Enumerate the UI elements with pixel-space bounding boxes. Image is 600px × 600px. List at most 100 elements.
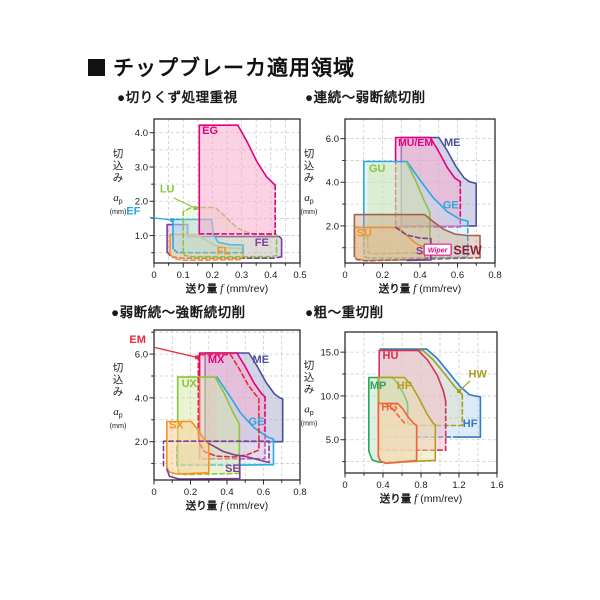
y-axis-label-char: み	[304, 172, 315, 184]
label-GU: GU	[369, 163, 386, 175]
y-tick-label: 5.0	[326, 435, 339, 446]
y-axis-label-unit: (mm)	[301, 419, 318, 428]
region-border-GU	[406, 161, 431, 238]
page-title: チップブレーカ適用領域	[113, 57, 355, 80]
region-HG	[378, 403, 417, 464]
x-axis-label: 送り量 f (mm/rev)	[185, 282, 269, 295]
y-axis-label-var: ap	[304, 404, 314, 418]
chart-continuous-cutting: 0 0.2 0.4 0.6 0.8 2.0 4.0 6.0 送り量 f (mm/rev) 切込みa…	[301, 118, 502, 295]
y-tick-label: 1.0	[135, 231, 148, 242]
region-GE	[176, 377, 274, 466]
x-tick-label: 0.8	[488, 270, 501, 281]
leader-line	[154, 346, 198, 358]
region-border-SEW	[353, 213, 481, 259]
chart-chip-control: 0 0.1 0.2 0.3 0.4 0.5 1.0 2.0 3.0 4.0 送り量 f (mm/re…	[110, 118, 307, 295]
region-border-MP	[368, 450, 380, 464]
x-tick-label: 0.2	[376, 270, 389, 281]
label-GE: GE	[249, 416, 265, 428]
x-tick-label: 0.4	[376, 480, 389, 491]
label-MP: MP	[370, 380, 387, 392]
x-tick-label: 0.4	[264, 270, 277, 281]
label-Wiper: Wiper	[428, 248, 449, 255]
wiper-badge	[423, 243, 452, 256]
region-border-SE	[394, 226, 432, 240]
y-axis-label-char: み	[113, 386, 124, 398]
y-tick-label: 4.0	[135, 393, 148, 404]
label-MX: MX	[208, 354, 225, 366]
chart-heading-heavy-cutting: ●粗〜重切削	[305, 305, 384, 320]
y-axis-label-char: み	[113, 172, 124, 184]
y-axis-label-char: 切	[304, 148, 315, 160]
region-border-EG	[198, 184, 276, 235]
region-border-MU-EM	[394, 136, 462, 183]
y-tick-label: 4.0	[135, 128, 148, 139]
y-axis-label-char: 込	[113, 160, 124, 172]
region-border-HF	[379, 348, 482, 438]
y-tick-label: 6.0	[326, 134, 339, 145]
region-border-MX	[198, 396, 266, 460]
y-axis-label-var: ap	[113, 192, 123, 206]
label-SE: SE	[225, 463, 240, 475]
page-title-block: チップブレーカ適用領域	[88, 52, 355, 82]
chart-heading-continuous-cutting: ●連続〜弱断続切削	[305, 90, 426, 105]
leader-line	[149, 216, 173, 221]
chart-heavy-cutting: 0 0.4 0.8 1.2 1.6 5.0 10.0 15.0 送り量 f (mm/rev) 切込…	[301, 331, 504, 505]
x-tick-label: 0.8	[293, 487, 306, 498]
y-axis-label-unit: (mm)	[110, 207, 127, 216]
region-border-UX	[176, 376, 241, 475]
y-tick-label: 3.0	[135, 162, 148, 173]
region-border-SE	[162, 440, 270, 467]
y-axis-label-char: 込	[113, 374, 124, 386]
y-tick-label: 10.0	[321, 391, 340, 402]
leader-line	[173, 197, 196, 209]
x-tick-label: 0.8	[414, 480, 427, 491]
label-ME: ME	[444, 137, 461, 149]
label-EF: EF	[126, 205, 140, 217]
label-GE: GE	[443, 199, 459, 211]
x-tick-label: 0.1	[177, 270, 190, 281]
y-axis-label-unit: (mm)	[110, 421, 127, 430]
label-MU-EM: MU/EM	[398, 137, 433, 149]
region-border-FL	[169, 252, 244, 262]
x-tick-label: 0.6	[451, 270, 464, 281]
x-tick-label: 0.2	[184, 487, 197, 498]
label-LU: LU	[160, 183, 175, 195]
region-border-HU	[378, 349, 447, 450]
chart-heading-interrupted-cutting: ●弱断続〜強断続切削	[111, 305, 246, 320]
label-UX: UX	[182, 378, 198, 390]
x-tick-label: 0	[151, 487, 156, 498]
y-axis-label-var: ap	[304, 192, 314, 206]
region-border-HG	[385, 403, 408, 426]
y-axis-label-var: ap	[113, 406, 123, 420]
y-axis-label-char: 切	[113, 362, 124, 374]
region-border-EG	[198, 124, 276, 235]
y-axis-label-char: 切	[113, 148, 124, 160]
title-square-icon	[88, 58, 105, 76]
x-tick-label: 0	[342, 270, 347, 281]
label-ME: ME	[253, 354, 269, 366]
x-axis-label: 送り量 f (mm/rev)	[185, 499, 269, 512]
region-MU-EM	[395, 137, 461, 227]
region-EG	[199, 125, 276, 234]
x-tick-label: 0.4	[220, 487, 233, 498]
y-tick-label: 6.0	[135, 349, 148, 360]
x-tick-label: 0.6	[257, 487, 270, 498]
region-border-EF	[172, 247, 244, 254]
y-axis-label-char: 込	[304, 160, 315, 172]
x-tick-label: 0	[151, 270, 156, 281]
y-tick-label: 2.0	[135, 197, 148, 208]
y-tick-label: 4.0	[326, 178, 339, 189]
chart-interrupted-cutting: 0 0.2 0.4 0.6 0.8 2.0 4.0 6.0 送り量 f (mm/rev) 切込みa…	[110, 329, 307, 512]
x-tick-label: 1.6	[490, 480, 503, 491]
region-border-MX	[198, 352, 266, 460]
y-tick-label: 2.0	[326, 221, 339, 232]
x-tick-label: 0	[342, 480, 347, 491]
x-axis-label: 送り量 f (mm/rev)	[379, 492, 463, 505]
chart-heading-chip-control: ●切りくず処理重視	[117, 90, 238, 105]
leader-marker	[170, 218, 175, 223]
region-border-MU-EM	[394, 160, 462, 228]
region-border-SE	[208, 442, 270, 464]
label-EG: EG	[202, 125, 218, 137]
y-axis-label-char: み	[304, 384, 315, 396]
